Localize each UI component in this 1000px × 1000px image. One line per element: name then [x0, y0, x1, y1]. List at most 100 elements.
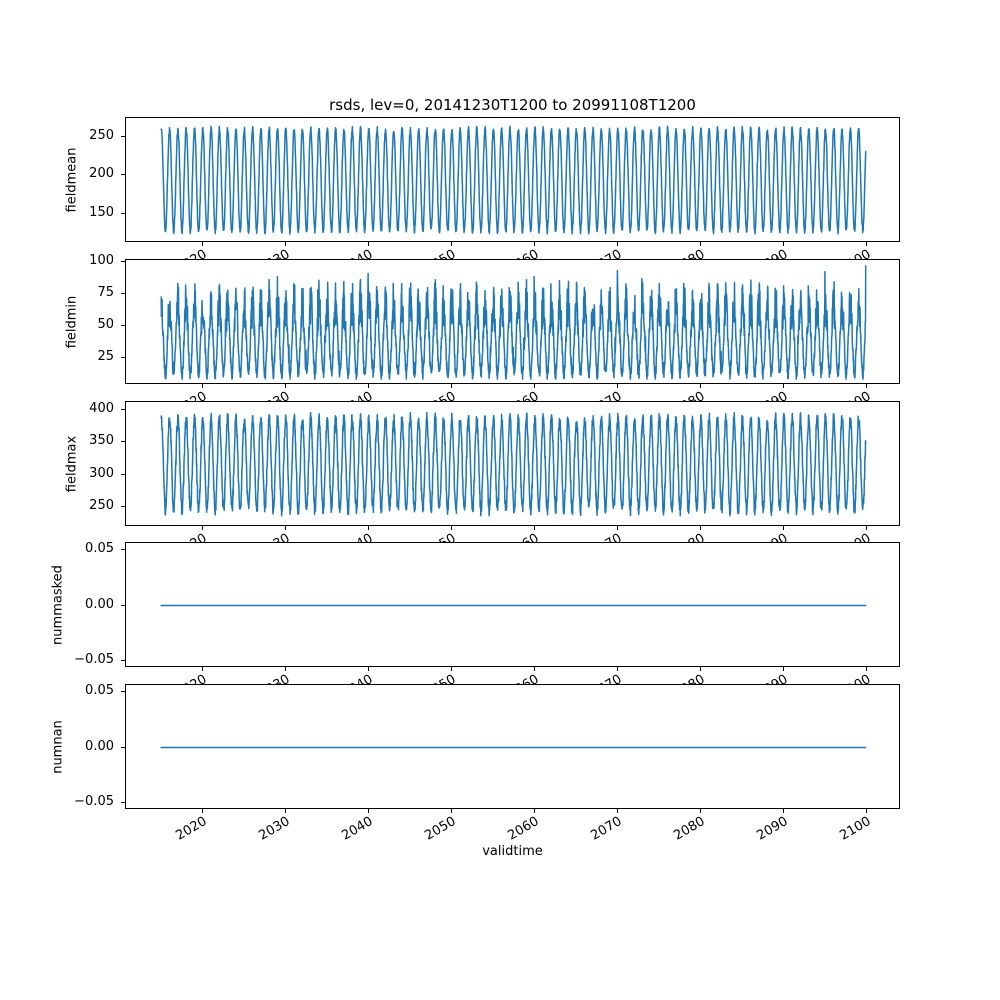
x-tick-label: 2090: [754, 814, 791, 844]
y-tick-mark: [121, 408, 125, 410]
x-tick-mark: [782, 242, 784, 246]
y-tick-label: 350: [89, 433, 114, 449]
x-tick-mark: [865, 384, 867, 388]
y-tick-mark: [121, 473, 125, 475]
x-tick-mark: [533, 526, 535, 530]
x-tick-mark: [450, 809, 452, 813]
x-tick-mark: [367, 809, 369, 813]
y-tick-label: 300: [89, 465, 114, 481]
x-tick-mark: [533, 809, 535, 813]
y-tick-mark: [121, 356, 125, 358]
y-tick-mark: [121, 505, 125, 507]
y-tick-label: 200: [89, 166, 114, 182]
x-tick-mark: [201, 809, 203, 813]
x-tick-mark: [450, 242, 452, 246]
y-axis-title-nummasked: nummasked: [50, 564, 66, 645]
x-tick-mark: [450, 384, 452, 388]
subplot-fieldmean: [125, 117, 900, 242]
x-tick-mark: [284, 526, 286, 530]
y-axis-title-numnan: numnan: [50, 719, 66, 774]
x-tick-label: 2020: [173, 814, 210, 844]
y-tick-mark: [121, 324, 125, 326]
y-axis-title-fieldmean: fieldmean: [64, 147, 80, 212]
y-tick-mark: [121, 604, 125, 606]
x-tick-mark: [699, 667, 701, 671]
x-tick-mark: [699, 809, 701, 813]
x-tick-mark: [782, 384, 784, 388]
x-tick-mark: [450, 667, 452, 671]
x-tick-mark: [616, 667, 618, 671]
fieldmin-line: [160, 265, 867, 380]
x-tick-mark: [367, 242, 369, 246]
x-tick-mark: [284, 384, 286, 388]
x-tick-label: 2030: [256, 814, 293, 844]
x-tick-label: 2100: [837, 814, 874, 844]
x-tick-mark: [865, 667, 867, 671]
y-tick-label: 25: [97, 348, 114, 364]
y-tick-mark: [121, 548, 125, 550]
x-tick-mark: [450, 526, 452, 530]
y-tick-label: 100: [89, 253, 114, 269]
x-tick-mark: [865, 526, 867, 530]
x-tick-mark: [699, 526, 701, 530]
y-tick-label: 400: [89, 400, 114, 416]
chart-title: rsds, lev=0, 20141230T1200 to 20991108T1…: [329, 96, 696, 114]
y-tick-label: −0.05: [74, 652, 114, 668]
x-tick-label: 2060: [505, 814, 542, 844]
x-tick-label: 2050: [422, 814, 459, 844]
x-tick-mark: [616, 384, 618, 388]
x-tick-mark: [201, 384, 203, 388]
y-tick-label: 0.05: [85, 540, 114, 556]
x-axis-title: validtime: [482, 844, 543, 859]
x-tick-mark: [699, 242, 701, 246]
y-tick-mark: [121, 174, 125, 176]
y-tick-label: 150: [89, 205, 114, 221]
x-tick-mark: [616, 526, 618, 530]
x-tick-mark: [367, 384, 369, 388]
x-tick-mark: [616, 809, 618, 813]
x-tick-mark: [782, 667, 784, 671]
x-tick-mark: [616, 242, 618, 246]
x-tick-mark: [782, 526, 784, 530]
y-tick-mark: [121, 690, 125, 692]
subplot-numnan: [125, 684, 900, 809]
y-axis-title-fieldmin: fieldmin: [64, 295, 80, 348]
x-tick-mark: [284, 242, 286, 246]
x-tick-mark: [699, 384, 701, 388]
y-tick-label: 250: [89, 127, 114, 143]
subplot-fieldmax: [125, 401, 900, 526]
x-tick-mark: [782, 809, 784, 813]
x-tick-mark: [201, 526, 203, 530]
fieldmax-line: [160, 411, 867, 517]
y-axis-title-fieldmax: fieldmax: [64, 435, 80, 492]
x-tick-label: 2070: [588, 814, 625, 844]
x-tick-mark: [533, 384, 535, 388]
subplot-fieldmin: [125, 259, 900, 384]
x-tick-mark: [865, 242, 867, 246]
subplot-nummasked: [125, 542, 900, 667]
y-tick-mark: [121, 802, 125, 804]
y-tick-label: −0.05: [74, 794, 114, 810]
x-tick-mark: [533, 242, 535, 246]
y-tick-label: 75: [97, 284, 114, 300]
x-tick-label: 2040: [339, 814, 376, 844]
x-tick-mark: [284, 667, 286, 671]
fieldmean-line: [160, 125, 867, 235]
y-tick-label: 0.05: [85, 682, 114, 698]
y-tick-label: 250: [89, 497, 114, 513]
x-tick-mark: [284, 809, 286, 813]
x-tick-mark: [865, 809, 867, 813]
y-tick-mark: [121, 292, 125, 294]
y-tick-label: 0.00: [85, 596, 114, 612]
numnan-line: [160, 746, 867, 749]
x-tick-label: 2080: [671, 814, 708, 844]
y-tick-mark: [121, 660, 125, 662]
y-tick-mark: [121, 746, 125, 748]
y-tick-mark: [121, 261, 125, 263]
y-tick-mark: [121, 441, 125, 443]
y-tick-mark: [121, 213, 125, 215]
x-tick-mark: [367, 667, 369, 671]
x-tick-mark: [201, 242, 203, 246]
x-tick-mark: [201, 667, 203, 671]
